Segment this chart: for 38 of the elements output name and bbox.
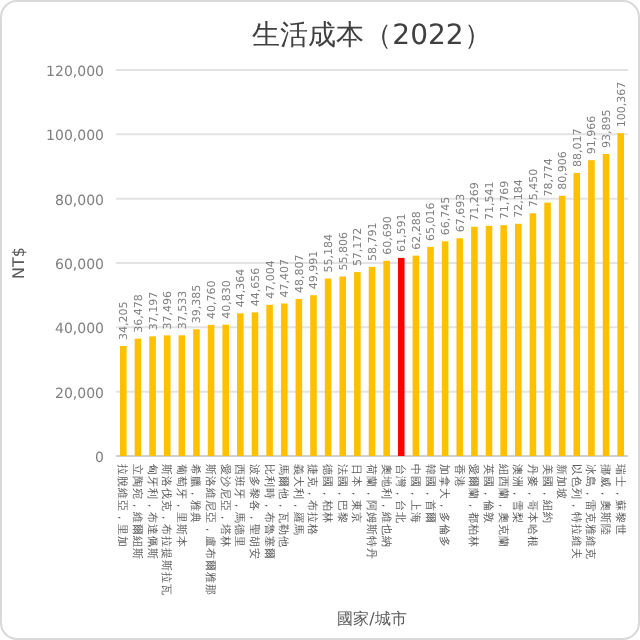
bar xyxy=(573,172,581,456)
bar xyxy=(558,195,566,456)
bar xyxy=(280,303,288,456)
bar xyxy=(602,153,610,456)
bar xyxy=(324,278,332,456)
bar xyxy=(471,226,478,456)
x-axis-title: 國家/城市 xyxy=(337,610,407,628)
bar xyxy=(193,329,200,456)
bar xyxy=(295,299,303,456)
bar xyxy=(441,241,449,456)
bar xyxy=(485,225,493,456)
bar xyxy=(514,223,522,456)
bar xyxy=(427,246,434,456)
bar xyxy=(456,238,464,456)
bar xyxy=(412,255,420,456)
bar xyxy=(354,272,361,456)
bar xyxy=(544,202,551,456)
bar xyxy=(588,160,595,456)
bar xyxy=(310,295,317,456)
chart-title: 生活成本（2022） xyxy=(252,20,492,52)
bar xyxy=(207,324,215,456)
bar xyxy=(222,324,229,456)
y-axis-title: NT$ xyxy=(10,247,28,279)
bar xyxy=(237,313,244,456)
bar xyxy=(251,312,259,456)
bar xyxy=(383,260,390,456)
bar xyxy=(178,335,186,456)
bar xyxy=(266,304,273,456)
bar xyxy=(397,257,405,456)
bar xyxy=(120,345,127,456)
bar xyxy=(339,276,347,456)
bar xyxy=(149,336,156,456)
bar xyxy=(500,225,507,456)
bar xyxy=(134,338,142,456)
bar xyxy=(529,213,537,456)
bar xyxy=(163,335,171,456)
bar xyxy=(368,266,376,456)
bar xyxy=(617,133,624,456)
